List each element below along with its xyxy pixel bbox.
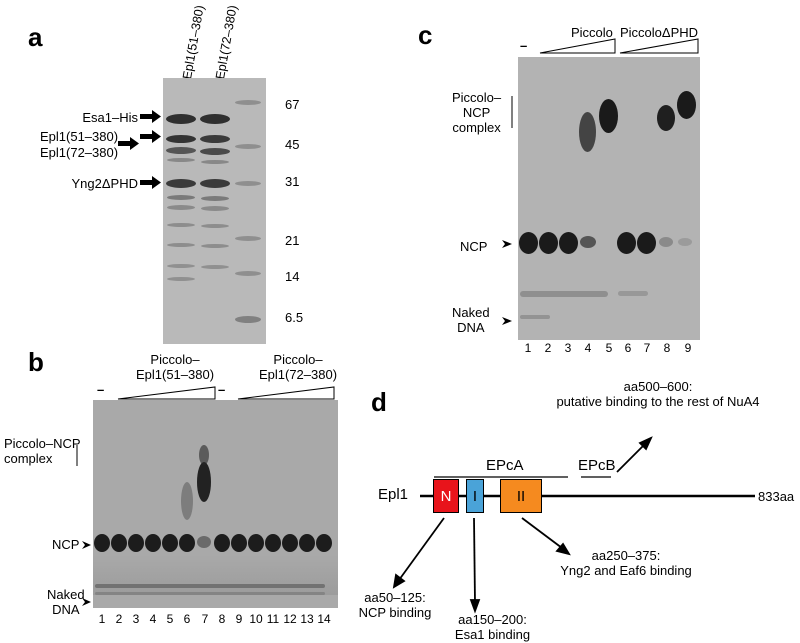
panel-b-letter: b (28, 347, 44, 377)
complex-label-b: Piccolo–NCP complex (4, 436, 81, 466)
band-label-yng2: Yng2ΔPHD (71, 176, 139, 191)
epca-label: EPcA (486, 457, 524, 474)
marker-6-5: 6.5 (285, 310, 304, 325)
complex-label-c: Piccolo– NCP complex (452, 90, 502, 135)
band-label-epl1-72: Epl1(72–380) (40, 145, 119, 160)
group-label-piccolo: Piccolo (571, 25, 613, 40)
domain-i: I (466, 479, 484, 513)
group-label-piccolo-dphd: PiccoloΔPHD (620, 25, 699, 40)
gel-c (518, 57, 700, 340)
domain-n-label: N (440, 487, 452, 505)
epcb-label: EPcB (578, 457, 616, 474)
marker-31: 31 (285, 174, 300, 189)
marker-45: 45 (285, 137, 300, 152)
dash-lane-1: – (97, 382, 105, 397)
gel-b (93, 400, 338, 608)
annotation-i: aa150–200: Esa1 binding (454, 612, 531, 642)
marker-14: 14 (285, 269, 300, 284)
domain-ii: II (500, 479, 542, 513)
domain-n: N (433, 479, 459, 513)
band-label-esa1: Esa1–His (82, 110, 138, 125)
band-label-epl1-51: Epl1(51–380) (40, 129, 119, 144)
ncp-label-b: NCP (52, 537, 80, 552)
ncp-label-c: NCP (460, 239, 488, 254)
marker-21: 21 (285, 233, 300, 248)
annotation-n: aa50–125: NCP binding (358, 590, 432, 620)
domain-ii-label: II (516, 487, 526, 505)
domain-i-label: I (472, 487, 478, 505)
length-label: 833aa (758, 489, 795, 504)
protein-label: Epl1 (378, 486, 409, 503)
panel-c-letter: c (418, 20, 433, 50)
panel-d-letter: d (371, 387, 387, 417)
marker-67: 67 (285, 97, 300, 112)
annotation-ii: aa250–375: Yng2 and Eaf6 binding (560, 548, 692, 578)
panel-a-letter: a (28, 22, 43, 52)
dash-lane-c1: – (520, 38, 528, 53)
naked-label-b: Naked DNA (47, 587, 85, 617)
dash-lane-8: – (218, 382, 226, 397)
group-label-2: Piccolo– Epl1(72–380) (258, 352, 338, 382)
annotation-top: aa500–600: putative binding to the rest … (556, 379, 760, 409)
group-label-1: Piccolo– Epl1(51–380) (135, 352, 215, 382)
gel-a (163, 78, 266, 344)
naked-label-c: Naked DNA (452, 305, 490, 335)
